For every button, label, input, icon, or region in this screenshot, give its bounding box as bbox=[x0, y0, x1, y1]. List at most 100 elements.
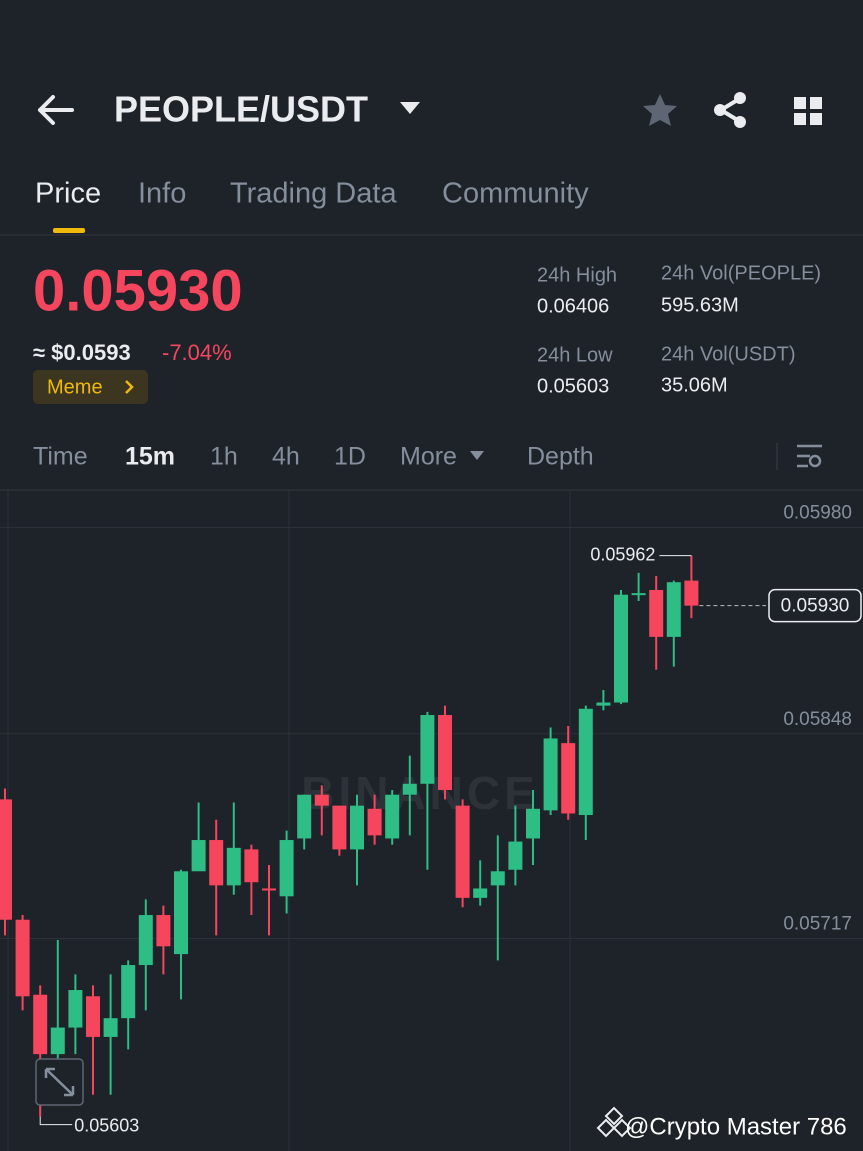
interval[interactable]: Time bbox=[33, 443, 88, 471]
y-tick-label: 0.05717 bbox=[783, 913, 852, 934]
interval[interactable]: 4h bbox=[272, 443, 300, 471]
stat-label: 24h Low bbox=[537, 344, 613, 366]
candle-body bbox=[438, 715, 452, 791]
candle-body bbox=[385, 794, 400, 839]
share-dot bbox=[734, 116, 746, 128]
candle-body bbox=[156, 915, 171, 947]
layout-cell bbox=[794, 113, 806, 125]
candle-body bbox=[262, 888, 276, 891]
y-tick-label: 0.05848 bbox=[783, 709, 852, 730]
last-price: 0.05930 bbox=[33, 258, 243, 323]
interval-active[interactable]: 15m bbox=[125, 443, 175, 471]
pair-title[interactable]: PEOPLE/USDT bbox=[114, 89, 368, 130]
tag-label[interactable]: Meme bbox=[47, 376, 103, 398]
layout-button[interactable] bbox=[794, 97, 822, 125]
tab-indicator bbox=[53, 228, 85, 233]
candle-body bbox=[543, 738, 558, 811]
candle-body bbox=[666, 582, 681, 637]
min-marker-label: 0.05603 bbox=[74, 1115, 139, 1135]
candle-body bbox=[191, 840, 206, 872]
tab[interactable]: Info bbox=[138, 178, 186, 210]
y-tick-label: 0.05980 bbox=[783, 503, 852, 524]
back-button[interactable] bbox=[38, 95, 74, 125]
candle-body bbox=[174, 871, 188, 955]
expand-button[interactable] bbox=[35, 1058, 84, 1106]
max-marker-label: 0.05962 bbox=[590, 544, 655, 564]
candle-body bbox=[68, 990, 83, 1028]
candle-body bbox=[614, 594, 628, 703]
chart-settings[interactable] bbox=[797, 444, 822, 468]
more-dropdown[interactable] bbox=[470, 451, 484, 460]
candle-body bbox=[455, 805, 470, 898]
stat-value: 595.63M bbox=[661, 294, 739, 316]
candle-body bbox=[367, 808, 382, 836]
candle-body bbox=[473, 888, 488, 898]
candle-body bbox=[121, 965, 136, 1019]
candle-body bbox=[0, 799, 12, 920]
share-button[interactable] bbox=[714, 92, 746, 128]
candle-body bbox=[138, 915, 153, 966]
candle-body bbox=[226, 847, 241, 886]
candle-body bbox=[86, 996, 100, 1037]
candle-body bbox=[244, 849, 259, 883]
share-dot bbox=[714, 104, 726, 116]
settings-gear bbox=[808, 454, 822, 468]
pair-dropdown[interactable] bbox=[400, 102, 420, 114]
min-marker-line bbox=[39, 1116, 73, 1126]
back-arrow bbox=[38, 95, 74, 125]
stat-value: 0.06406 bbox=[537, 295, 609, 317]
candles bbox=[0, 555, 699, 1117]
layout-cell bbox=[810, 113, 822, 125]
watermark-logo bbox=[596, 1106, 632, 1138]
last-price-label: 0.05930 bbox=[781, 596, 850, 617]
candle-body bbox=[508, 841, 523, 870]
price-change: -7.04% bbox=[162, 340, 232, 365]
favorite-star[interactable] bbox=[643, 94, 677, 126]
tab-active[interactable]: Price bbox=[35, 178, 101, 210]
stat-value: 0.05603 bbox=[537, 375, 609, 397]
chart-overlay: 0.05962 0.05603 0.05930 bbox=[39, 544, 862, 1135]
candle-body bbox=[420, 715, 435, 784]
interval[interactable]: More bbox=[400, 443, 457, 471]
candle-body bbox=[350, 805, 364, 850]
candle-body bbox=[631, 593, 646, 596]
layout-cell bbox=[810, 97, 822, 109]
candle-body bbox=[332, 805, 347, 850]
candle-body bbox=[402, 783, 417, 795]
candle-body bbox=[33, 994, 48, 1055]
candle-body bbox=[15, 919, 30, 997]
candle-body bbox=[209, 840, 224, 886]
watermark: @Crypto Master 786 bbox=[625, 1113, 847, 1140]
tab[interactable]: Trading Data bbox=[230, 178, 397, 210]
candle-body bbox=[596, 702, 611, 706]
candle-body bbox=[649, 590, 664, 637]
usd-price: ≈ $0.0593 bbox=[33, 340, 131, 365]
settings-lines bbox=[797, 444, 822, 468]
candle-body bbox=[526, 808, 540, 839]
layout-cell bbox=[794, 97, 806, 109]
stat-value: 35.06M bbox=[661, 374, 728, 396]
interval[interactable]: 1D bbox=[334, 443, 366, 471]
tag-badge[interactable] bbox=[33, 370, 148, 404]
interval[interactable]: Depth bbox=[527, 443, 594, 471]
tag-chevron bbox=[125, 380, 134, 394]
candle-body bbox=[578, 708, 593, 816]
candle-body bbox=[297, 794, 312, 839]
candle-body bbox=[279, 840, 294, 897]
candle-body bbox=[103, 1018, 118, 1037]
candle-body bbox=[561, 743, 576, 814]
candle-body bbox=[314, 794, 329, 806]
candle-body bbox=[50, 1027, 65, 1055]
interval[interactable]: 1h bbox=[210, 443, 238, 471]
candle-body bbox=[490, 871, 505, 886]
tab[interactable]: Community bbox=[442, 178, 589, 210]
stat-label: 24h High bbox=[537, 264, 617, 286]
stat-label: 24h Vol(PEOPLE) bbox=[661, 262, 821, 284]
share-dot bbox=[734, 92, 746, 104]
candle-body bbox=[684, 580, 699, 606]
expand-icon bbox=[44, 1067, 75, 1097]
stat-label: 24h Vol(USDT) bbox=[661, 343, 796, 365]
last-price-box bbox=[768, 588, 862, 623]
